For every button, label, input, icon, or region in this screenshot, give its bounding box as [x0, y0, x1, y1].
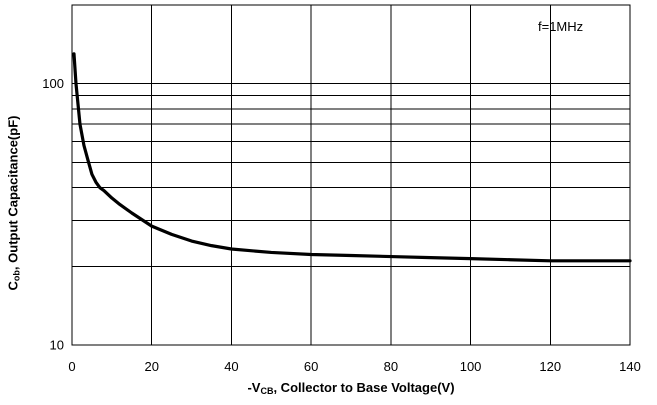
plot-frame	[71, 4, 631, 346]
x-tick-label: 140	[619, 359, 641, 374]
x-tick-label: 60	[304, 359, 318, 374]
y-axis-label: Cob, Output Capacitance(pF)	[5, 115, 22, 290]
x-tick-label: 40	[224, 359, 238, 374]
x-tick-label: 80	[384, 359, 398, 374]
x-tick-label: 20	[144, 359, 158, 374]
capacitance-curve	[72, 52, 632, 263]
grid	[71, 4, 631, 346]
y-tick-label: 10	[50, 338, 64, 353]
series	[72, 52, 632, 263]
x-tick-label: 100	[460, 359, 482, 374]
x-axis-label: -VCB, Collector to Base Voltage(V)	[247, 380, 455, 396]
y-tick-label: 100	[42, 76, 64, 91]
tick-labels: 0 20 40 60 80 100 120 140 10 100	[42, 76, 641, 374]
y-axis-label-container: Cob, Output Capacitance(pF)	[2, 0, 24, 405]
frequency-annotation: f=1MHz	[538, 19, 584, 34]
x-tick-label: 0	[68, 359, 75, 374]
x-tick-label: 120	[539, 359, 561, 374]
